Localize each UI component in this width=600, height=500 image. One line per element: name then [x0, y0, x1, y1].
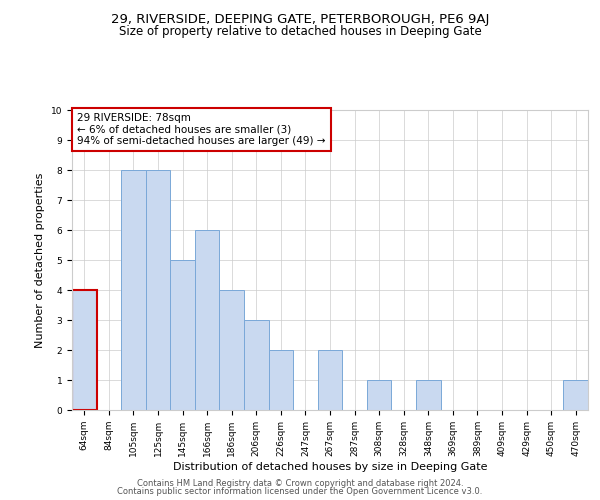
Bar	[318, 350, 342, 410]
Bar	[170, 260, 195, 410]
Bar	[244, 320, 269, 410]
Y-axis label: Number of detached properties: Number of detached properties	[35, 172, 45, 348]
Text: Contains public sector information licensed under the Open Government Licence v3: Contains public sector information licen…	[118, 487, 482, 496]
Bar	[121, 170, 146, 410]
Bar	[220, 290, 244, 410]
Bar	[563, 380, 588, 410]
Text: 29, RIVERSIDE, DEEPING GATE, PETERBOROUGH, PE6 9AJ: 29, RIVERSIDE, DEEPING GATE, PETERBOROUG…	[111, 12, 489, 26]
Bar	[367, 380, 391, 410]
Text: Contains HM Land Registry data © Crown copyright and database right 2024.: Contains HM Land Registry data © Crown c…	[137, 478, 463, 488]
Text: Size of property relative to detached houses in Deeping Gate: Size of property relative to detached ho…	[119, 25, 481, 38]
Bar	[146, 170, 170, 410]
Bar	[416, 380, 440, 410]
Bar	[72, 290, 97, 410]
Bar	[195, 230, 220, 410]
X-axis label: Distribution of detached houses by size in Deeping Gate: Distribution of detached houses by size …	[173, 462, 487, 471]
Text: 29 RIVERSIDE: 78sqm
← 6% of detached houses are smaller (3)
94% of semi-detached: 29 RIVERSIDE: 78sqm ← 6% of detached hou…	[77, 113, 326, 146]
Bar	[269, 350, 293, 410]
